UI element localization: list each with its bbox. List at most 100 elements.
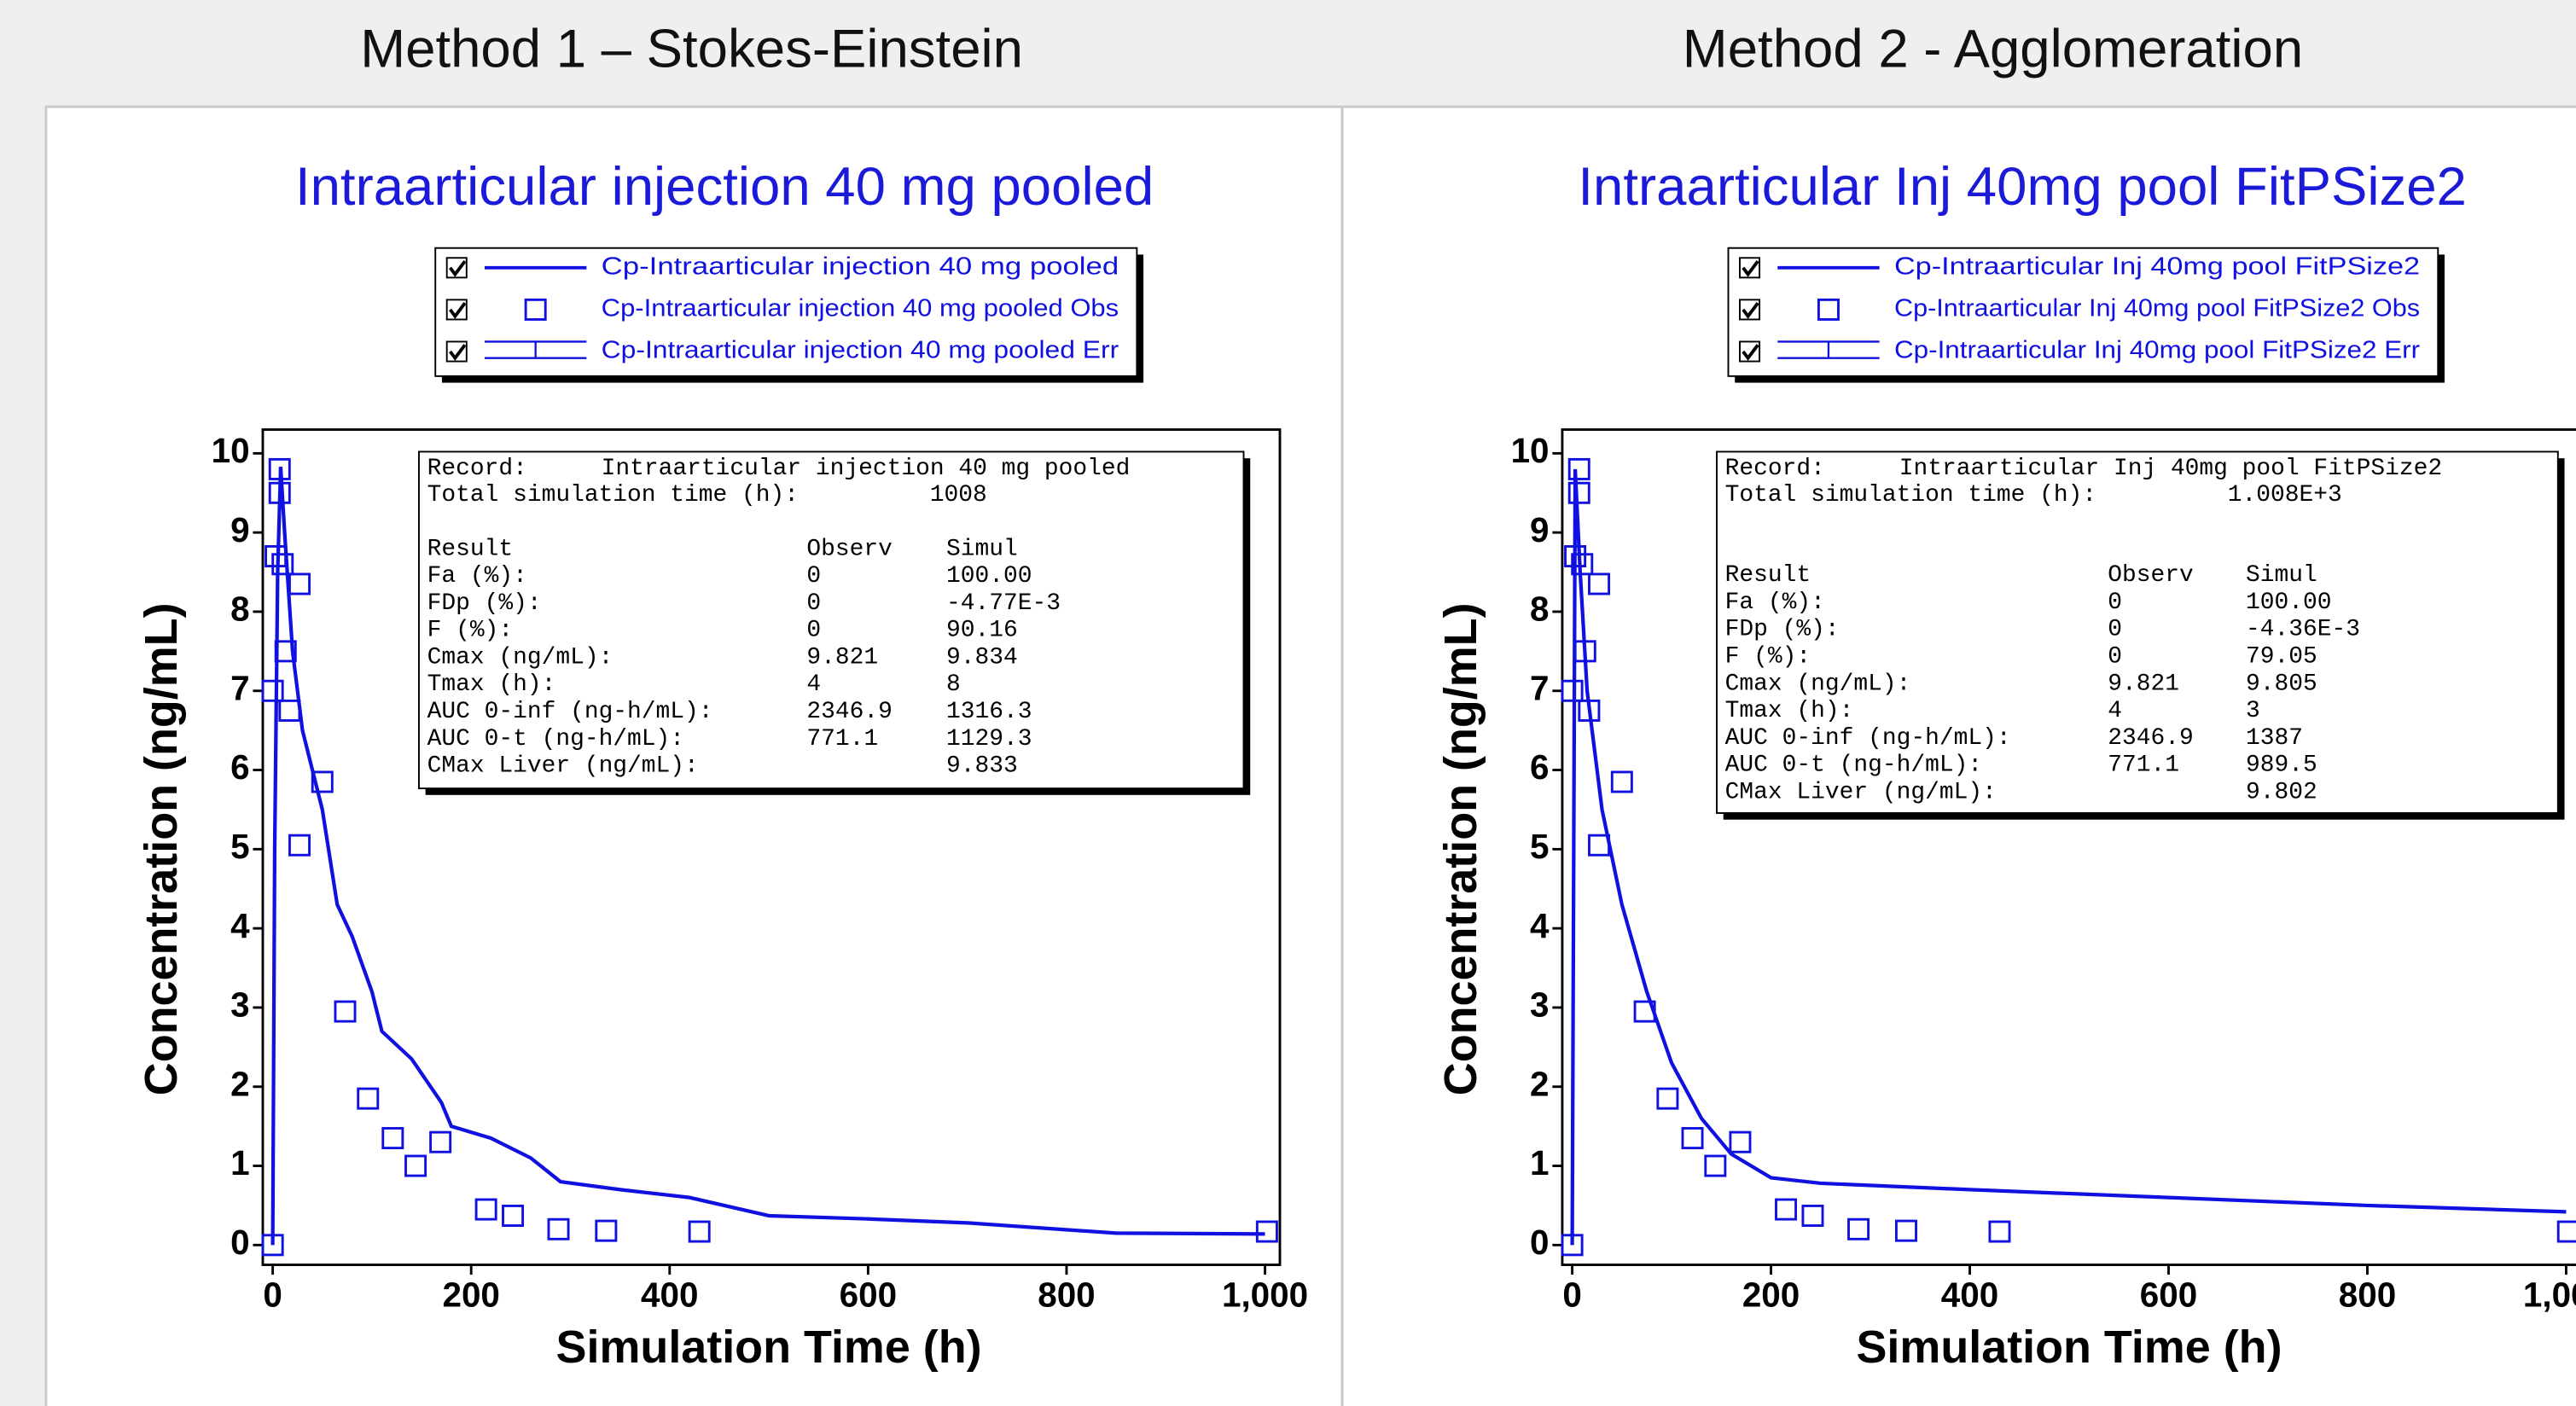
info-text: AUC 0-inf (ng-h/mL): <box>1725 725 2011 752</box>
obs-marker <box>429 1130 452 1153</box>
info-text: -4.77E-3 <box>946 590 1061 617</box>
obs-marker <box>381 1127 404 1150</box>
info-text: AUC 0-inf (ng-h/mL): <box>427 699 713 725</box>
y-tick-label: 2 <box>230 1064 249 1103</box>
obs-marker <box>311 770 334 793</box>
obs-marker <box>334 1000 357 1023</box>
info-text: 0 <box>2108 617 2122 643</box>
info-text: 9.833 <box>946 753 1018 780</box>
obs-marker <box>1588 834 1611 857</box>
y-axis-label: Concentration (ng/mL) <box>136 602 187 1095</box>
y-tick-label: 2 <box>1530 1064 1549 1103</box>
info-text: Fa (%): <box>427 563 527 590</box>
obs-marker <box>1255 1220 1278 1243</box>
sim-line <box>270 467 1265 1246</box>
info-text: 1316.3 <box>946 699 1032 725</box>
obs-marker <box>502 1204 525 1227</box>
legend-label: Cp-Intraarticular Inj 40mg pool FitPSize… <box>1894 337 2421 364</box>
y-tick-label: 0 <box>230 1223 249 1262</box>
info-text: Record: <box>427 456 527 482</box>
info-text: AUC 0-t (ng-h/mL): <box>1725 752 1982 779</box>
y-tick-label: 8 <box>230 590 249 629</box>
info-text: 4 <box>2108 698 2122 724</box>
info-text: 8 <box>946 671 961 698</box>
info-text: 771.1 <box>2108 752 2179 779</box>
x-tick-label: 800 <box>2339 1275 2396 1315</box>
obs-marker <box>1704 1154 1727 1177</box>
obs-marker <box>288 834 311 857</box>
y-axis-label: Concentration (ng/mL) <box>1435 602 1486 1095</box>
x-tick-label: 400 <box>641 1275 698 1315</box>
y-tick-label: 7 <box>230 668 249 707</box>
info-text: 1008 <box>930 482 987 508</box>
info-text: CMax Liver (ng/mL): <box>1725 779 1997 805</box>
y-tick-label: 9 <box>1530 510 1549 549</box>
info-text: 2346.9 <box>806 699 892 725</box>
info-text: Intraarticular Inj 40mg pool FitPSize2 <box>1899 456 2442 482</box>
legend-checkmark <box>1742 302 1759 319</box>
obs-marker <box>595 1219 618 1242</box>
legend-label: Cp-Intraarticular Inj 40mg pool FitPSize… <box>1894 295 2420 322</box>
info-text: Tmax (h): <box>427 671 556 698</box>
info-text: CMax Liver (ng/mL): <box>427 753 699 780</box>
x-tick-label: 400 <box>1941 1275 1998 1315</box>
obs-marker <box>268 481 291 504</box>
obs-marker <box>288 572 311 596</box>
sim-line <box>1570 468 2567 1246</box>
y-tick-label: 9 <box>230 510 249 549</box>
legend-label: Cp-Intraarticular Inj 40mg pool FitPSize… <box>1894 253 2420 280</box>
y-tick-label: 10 <box>1511 431 1550 470</box>
x-axis-label: Simulation Time (h) <box>1857 1322 2282 1373</box>
info-text: 9.821 <box>806 644 878 671</box>
obs-marker <box>1561 679 1584 702</box>
x-tick-label: 1,000 <box>2523 1275 2576 1315</box>
obs-marker <box>1567 481 1590 504</box>
obs-marker <box>2556 1220 2576 1243</box>
info-text: Simul <box>2246 562 2317 589</box>
legend-checkbox <box>445 257 468 279</box>
obs-marker <box>1801 1204 1824 1227</box>
legend-checkmark <box>449 344 467 361</box>
info-text: AUC 0-t (ng-h/mL): <box>427 726 684 752</box>
info-text: Total simulation time (h): <box>427 482 799 508</box>
info-text: Record: <box>1725 456 1825 482</box>
obs-marker <box>271 553 294 576</box>
legend-checkmark <box>449 302 467 319</box>
y-tick-label: 4 <box>1530 906 1550 945</box>
obs-marker <box>1571 553 1594 576</box>
obs-marker <box>261 1234 284 1257</box>
x-tick-label: 800 <box>1038 1275 1095 1315</box>
obs-marker <box>1847 1217 1870 1240</box>
chart-title: Intraarticular injection 40 mg pooled <box>295 156 1154 217</box>
legend-checkmark <box>1742 344 1759 361</box>
x-axis-label: Simulation Time (h) <box>556 1322 982 1373</box>
y-tick-label: 6 <box>1530 747 1549 787</box>
x-tick-label: 200 <box>1742 1275 1800 1315</box>
y-tick-label: 5 <box>230 827 249 866</box>
legend-label: Cp-Intraarticular injection 40 mg pooled <box>602 253 1119 280</box>
legend-checkmark <box>1742 259 1759 277</box>
obs-marker <box>474 1198 497 1221</box>
info-text: 989.5 <box>2246 752 2317 779</box>
obs-marker <box>1681 1127 1704 1150</box>
info-text: 9.821 <box>2108 671 2179 697</box>
x-tick-label: 0 <box>1562 1275 1581 1315</box>
obs-marker <box>1564 545 1587 567</box>
obs-marker <box>1561 1234 1584 1257</box>
y-tick-label: 10 <box>212 431 250 470</box>
legend-marker <box>1817 298 1840 321</box>
info-text: 1.008E+3 <box>2228 482 2342 508</box>
info-box <box>1716 450 2559 814</box>
info-text: 4 <box>806 671 821 698</box>
info-text: -4.36E-3 <box>2246 617 2360 643</box>
y-tick-label: 5 <box>1530 827 1549 866</box>
info-text: 9.805 <box>2246 671 2317 697</box>
info-text: 0 <box>2108 590 2122 616</box>
info-text: Intraarticular injection 40 mg pooled <box>602 456 1131 482</box>
y-tick-label: 4 <box>230 906 250 945</box>
obs-marker <box>404 1154 427 1177</box>
legend-marker <box>524 298 547 321</box>
x-tick-label: 0 <box>263 1275 282 1315</box>
obs-marker <box>1988 1220 2011 1243</box>
